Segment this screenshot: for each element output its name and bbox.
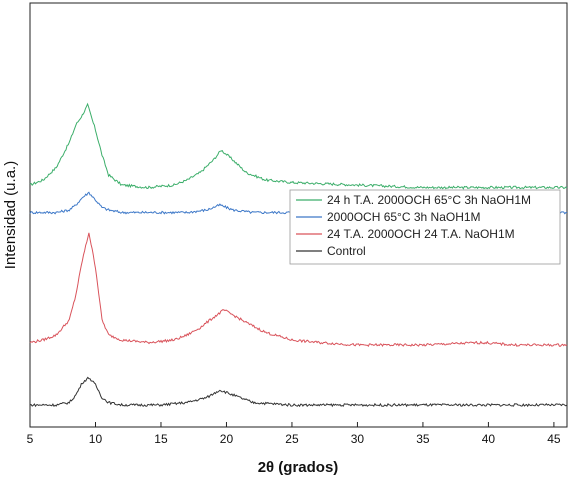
x-ticks: 5 10 15 20 25 30 35 40 45 xyxy=(27,422,561,446)
y-axis-title: Intensidad (u.a.) xyxy=(2,161,19,269)
x-tick-label: 40 xyxy=(482,432,496,446)
x-tick-label: 45 xyxy=(547,432,561,446)
legend: 24 h T.A. 2000OCH 65°C 3h NaOH1M 2000OCH … xyxy=(289,189,561,265)
x-tick-label: 10 xyxy=(89,432,103,446)
series-line-0 xyxy=(29,102,568,190)
legend-label: Control xyxy=(327,244,366,258)
legend-label: 2000OCH 65°C 3h NaOH1M xyxy=(327,210,481,224)
x-axis-title: 2θ (grados) xyxy=(258,459,339,476)
legend-label: 24 h T.A. 2000OCH 65°C 3h NaOH1M xyxy=(327,193,531,207)
legend-label: 24 T.A. 2000OCH 24 T.A. NaOH1M xyxy=(327,227,515,241)
x-tick-label: 20 xyxy=(220,432,234,446)
x-tick-label: 30 xyxy=(351,432,365,446)
x-tick-label: 15 xyxy=(154,432,168,446)
series-line-3 xyxy=(29,376,568,408)
x-tick-label: 5 xyxy=(27,432,34,446)
x-tick-label: 25 xyxy=(285,432,299,446)
series-line-2 xyxy=(29,232,568,348)
legend-box xyxy=(289,189,561,265)
x-tick-label: 35 xyxy=(416,432,430,446)
